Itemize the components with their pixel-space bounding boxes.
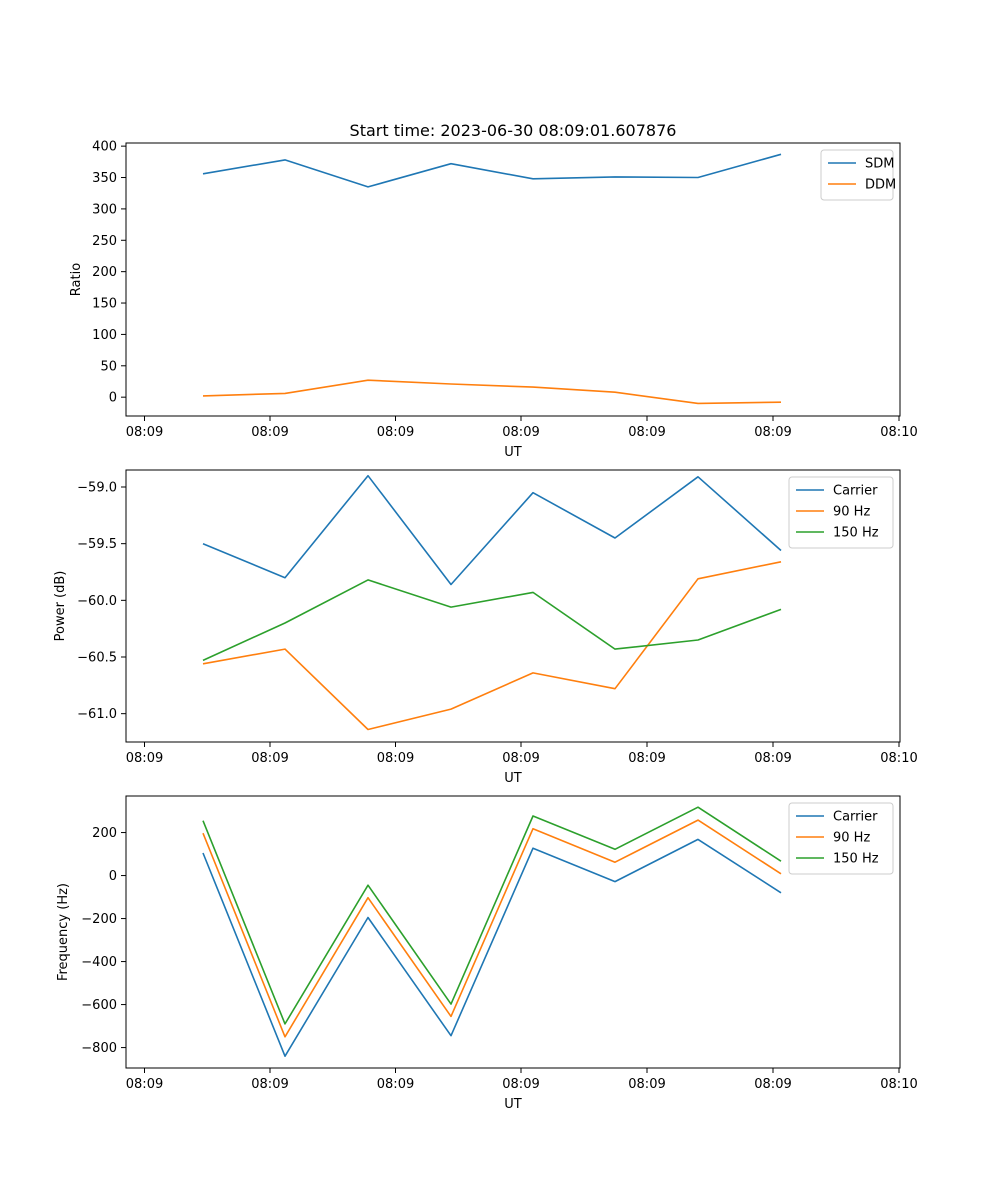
x-tick-label: 08:09	[377, 751, 414, 766]
plot-area-frame	[125, 142, 901, 417]
plot-area-frame	[125, 795, 901, 1069]
x-tick-label: 08:10	[880, 1077, 917, 1092]
y-tick-label: 0	[109, 869, 117, 884]
y-tick-label: −59.0	[77, 481, 117, 496]
y-axis-label: Ratio	[69, 263, 84, 296]
legend-label: SDM	[865, 157, 894, 172]
x-tick-label: 08:09	[628, 751, 665, 766]
y-tick-label: 50	[100, 359, 117, 374]
legend-label: 90 Hz	[833, 831, 870, 846]
series-line-carrier	[202, 838, 782, 1057]
y-tick-label: −600	[81, 998, 117, 1013]
legend-label: Carrier	[833, 484, 878, 499]
x-tick-label: 08:09	[377, 1077, 414, 1092]
y-tick-label: 150	[92, 297, 117, 312]
y-tick-label: −61.0	[77, 707, 117, 722]
series-line-sdm	[202, 153, 782, 188]
legend-label: 150 Hz	[833, 852, 879, 867]
x-tick-label: 08:09	[126, 425, 163, 440]
legend: SDM DDM	[820, 149, 896, 201]
x-tick-label: 08:09	[754, 425, 791, 440]
chart-panel-3: 08:09 08:09 08:09 08:09 08:09 08:09 08:10 UT −80…	[56, 795, 918, 1112]
legend-label: 90 Hz	[833, 505, 870, 520]
series-line-150-hz	[202, 806, 782, 1025]
y-tick-label: −59.5	[77, 537, 117, 552]
legend: Carrier 90 Hz 150 Hz	[788, 476, 894, 549]
x-tick-label: 08:09	[502, 425, 539, 440]
series-line-ddm	[202, 379, 782, 405]
chart-panel-1: 08:09 08:09 08:09 08:09 08:09 08:09 08:10 UT 0 50…	[69, 140, 918, 460]
x-axis-label: UT	[504, 445, 522, 460]
x-tick-label: 08:09	[502, 751, 539, 766]
y-tick-label: 100	[92, 328, 117, 343]
legend-label: DDM	[865, 178, 896, 193]
series-line-150-hz	[202, 579, 782, 662]
y-tick-label: 400	[92, 140, 117, 155]
legend: Carrier 90 Hz 150 Hz	[788, 802, 894, 875]
legend-label: 150 Hz	[833, 526, 879, 541]
chart-panel-2: 08:09 08:09 08:09 08:09 08:09 08:09 08:10 UT −61…	[53, 469, 918, 786]
y-axis-label: Power (dB)	[53, 571, 68, 642]
x-tick-label: 08:09	[126, 1077, 163, 1092]
x-axis-label: UT	[504, 771, 522, 786]
y-tick-label: 350	[92, 171, 117, 186]
legend-box	[788, 802, 894, 875]
x-tick-label: 08:09	[251, 1077, 288, 1092]
y-tick-label: 0	[109, 391, 117, 406]
y-tick-label: −800	[81, 1041, 117, 1056]
x-tick-label: 08:09	[628, 425, 665, 440]
x-tick-label: 08:09	[628, 1077, 665, 1092]
y-tick-label: 200	[92, 826, 117, 841]
y-tick-label: −200	[81, 912, 117, 927]
x-tick-label: 08:10	[880, 751, 917, 766]
x-tick-label: 08:09	[126, 751, 163, 766]
x-tick-label: 08:09	[251, 425, 288, 440]
series-line-90-hz	[202, 819, 782, 1038]
x-tick-label: 08:09	[251, 751, 288, 766]
y-tick-label: 200	[92, 265, 117, 280]
x-tick-label: 08:09	[377, 425, 414, 440]
legend-box	[788, 476, 894, 549]
y-tick-label: 300	[92, 202, 117, 217]
plot-area-frame	[125, 469, 901, 743]
x-axis-label: UT	[504, 1097, 522, 1112]
plots-container: 08:09 08:09 08:09 08:09 08:09 08:09 08:10 UT 0 50…	[53, 140, 918, 1112]
series-line-carrier	[202, 474, 782, 586]
x-tick-label: 08:09	[754, 751, 791, 766]
y-tick-label: −60.0	[77, 594, 117, 609]
legend-label: Carrier	[833, 810, 878, 825]
x-tick-label: 08:09	[754, 1077, 791, 1092]
y-axis-label: Frequency (Hz)	[56, 883, 71, 981]
series-line-90-hz	[202, 561, 782, 731]
x-tick-label: 08:10	[880, 425, 917, 440]
y-tick-label: −400	[81, 955, 117, 970]
x-tick-label: 08:09	[502, 1077, 539, 1092]
y-tick-label: −60.5	[77, 651, 117, 666]
y-tick-label: 250	[92, 234, 117, 249]
figure-title: Start time: 2023-06-30 08:09:01.607876	[350, 121, 677, 140]
